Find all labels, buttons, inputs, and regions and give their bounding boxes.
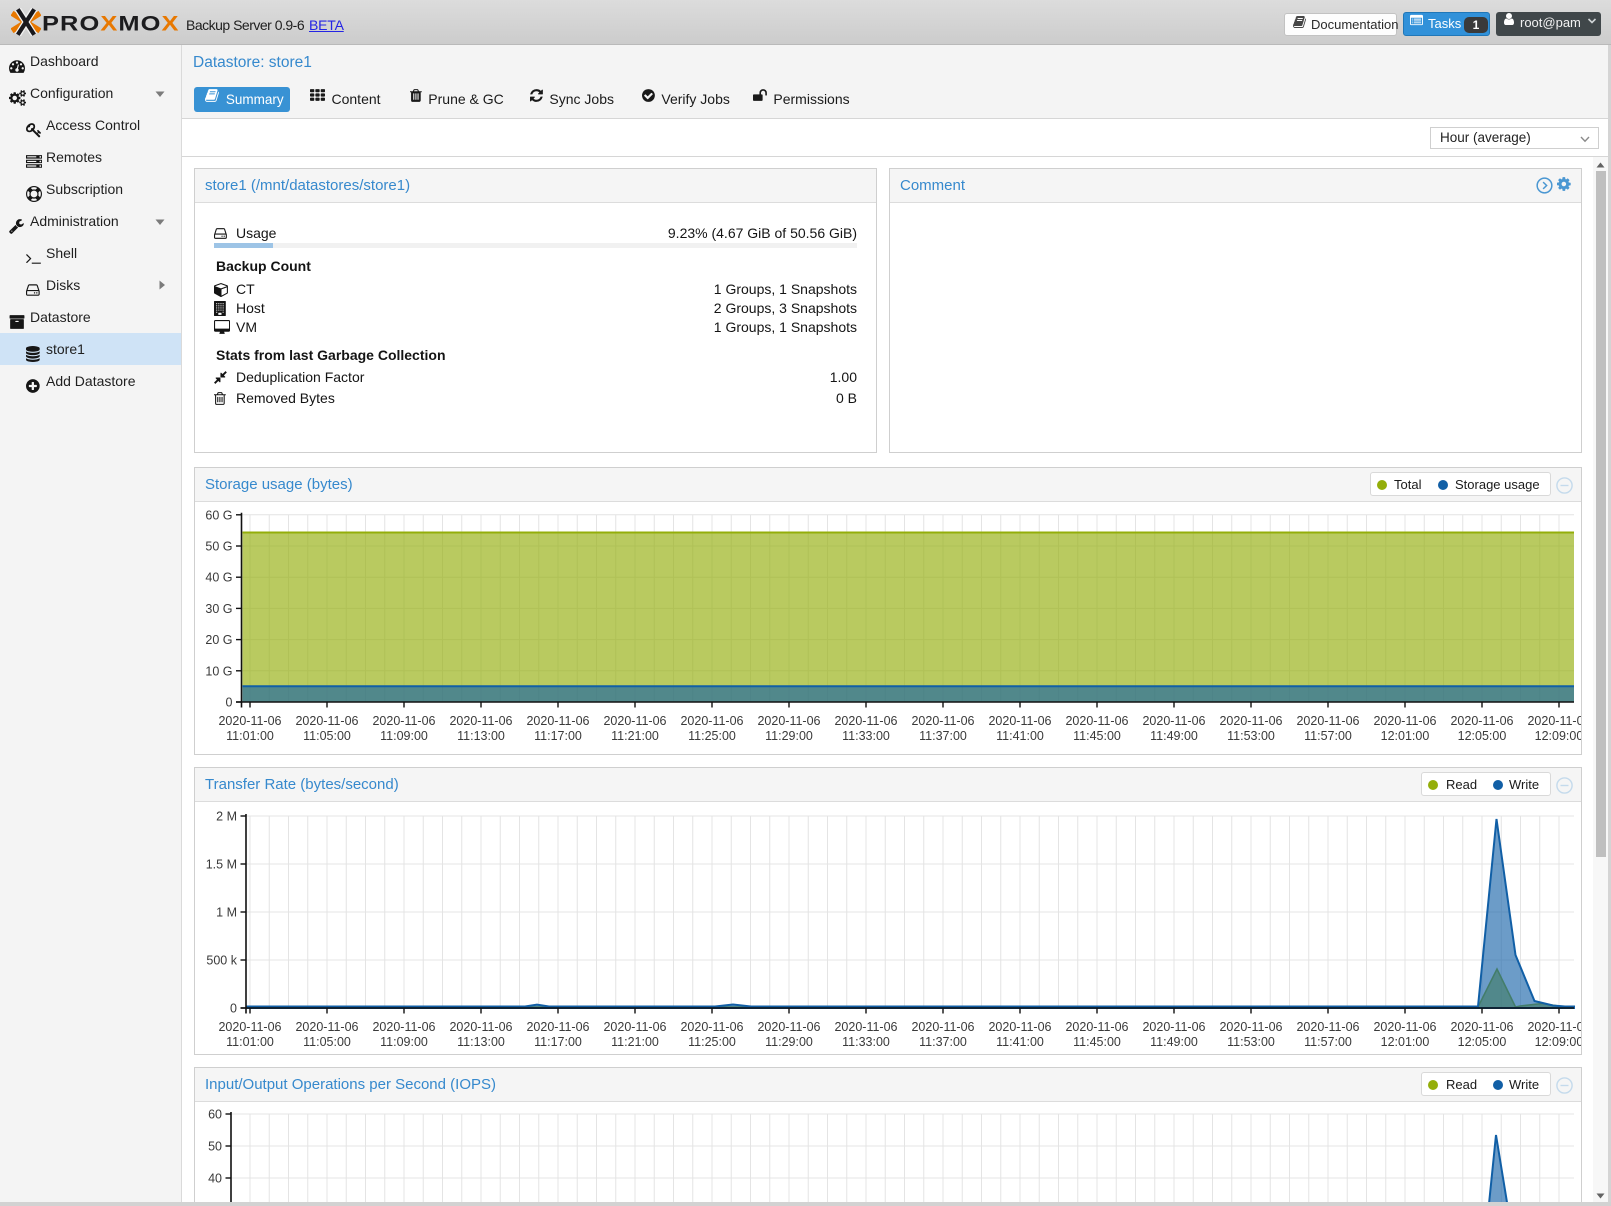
svg-text:2020-11-06: 2020-11-06 bbox=[988, 1020, 1051, 1034]
svg-text:2020-11-06: 2020-11-06 bbox=[680, 1020, 743, 1034]
svg-text:11:41:00: 11:41:00 bbox=[996, 1035, 1044, 1049]
svg-text:500 k: 500 k bbox=[206, 954, 237, 968]
svg-text:11:25:00: 11:25:00 bbox=[688, 729, 736, 743]
svg-text:11:33:00: 11:33:00 bbox=[842, 1035, 890, 1049]
svg-text:2020-11-06: 2020-11-06 bbox=[1142, 1020, 1205, 1034]
svg-text:2020-11-06: 2020-11-06 bbox=[1219, 1020, 1282, 1034]
svg-text:60: 60 bbox=[208, 1108, 222, 1122]
svg-text:2020-11-06: 2020-11-06 bbox=[757, 1020, 820, 1034]
svg-text:12:05:00: 12:05:00 bbox=[1458, 1035, 1507, 1049]
svg-text:2020-11-06: 2020-11-06 bbox=[757, 714, 820, 728]
svg-text:2020-11-06: 2020-11-06 bbox=[911, 714, 974, 728]
svg-text:11:05:00: 11:05:00 bbox=[303, 729, 351, 743]
svg-text:2020-11-06: 2020-11-06 bbox=[1373, 1020, 1436, 1034]
svg-text:11:21:00: 11:21:00 bbox=[611, 1035, 659, 1049]
svg-text:11:49:00: 11:49:00 bbox=[1150, 1035, 1198, 1049]
svg-text:11:09:00: 11:09:00 bbox=[380, 1035, 428, 1049]
svg-text:2020-11-06: 2020-11-06 bbox=[1373, 714, 1436, 728]
svg-text:11:13:00: 11:13:00 bbox=[457, 1035, 505, 1049]
svg-text:0: 0 bbox=[230, 1002, 237, 1016]
svg-text:2020-11-06: 2020-11-06 bbox=[526, 714, 589, 728]
svg-text:11:29:00: 11:29:00 bbox=[765, 729, 813, 743]
svg-text:2020-11-06: 2020-11-06 bbox=[295, 714, 358, 728]
svg-text:2020-11-06: 2020-11-06 bbox=[1065, 1020, 1128, 1034]
svg-text:2020-11-06: 2020-11-06 bbox=[1527, 1020, 1581, 1034]
svg-text:2020-11-06: 2020-11-06 bbox=[295, 1020, 358, 1034]
svg-text:2020-11-06: 2020-11-06 bbox=[449, 714, 512, 728]
svg-text:2020-11-06: 2020-11-06 bbox=[1142, 714, 1205, 728]
svg-text:11:01:00: 11:01:00 bbox=[226, 729, 274, 743]
svg-text:2020-11-06: 2020-11-06 bbox=[603, 714, 666, 728]
svg-text:12:01:00: 12:01:00 bbox=[1381, 1035, 1430, 1049]
svg-text:10 G: 10 G bbox=[205, 664, 232, 678]
svg-text:11:05:00: 11:05:00 bbox=[303, 1035, 351, 1049]
svg-text:2020-11-06: 2020-11-06 bbox=[988, 714, 1051, 728]
svg-text:11:49:00: 11:49:00 bbox=[1150, 729, 1198, 743]
svg-text:60 G: 60 G bbox=[205, 508, 232, 522]
svg-text:2020-11-06: 2020-11-06 bbox=[449, 1020, 512, 1034]
svg-text:12:09:00: 12:09:00 bbox=[1535, 1035, 1581, 1049]
svg-text:20 G: 20 G bbox=[205, 633, 232, 647]
svg-text:0: 0 bbox=[226, 696, 233, 710]
svg-text:11:01:00: 11:01:00 bbox=[226, 1035, 274, 1049]
svg-text:1.5 M: 1.5 M bbox=[206, 858, 237, 872]
svg-text:2020-11-06: 2020-11-06 bbox=[1296, 714, 1359, 728]
svg-text:11:33:00: 11:33:00 bbox=[842, 729, 890, 743]
svg-text:2020-11-06: 2020-11-06 bbox=[1065, 714, 1128, 728]
svg-text:2020-11-06: 2020-11-06 bbox=[911, 1020, 974, 1034]
svg-text:11:09:00: 11:09:00 bbox=[380, 729, 428, 743]
svg-text:2 M: 2 M bbox=[216, 810, 237, 824]
svg-text:2020-11-06: 2020-11-06 bbox=[1450, 1020, 1513, 1034]
svg-text:40 G: 40 G bbox=[205, 571, 232, 585]
svg-text:11:57:00: 11:57:00 bbox=[1304, 1035, 1352, 1049]
svg-text:11:37:00: 11:37:00 bbox=[919, 1035, 967, 1049]
svg-text:2020-11-06: 2020-11-06 bbox=[218, 714, 281, 728]
svg-text:11:57:00: 11:57:00 bbox=[1304, 729, 1352, 743]
svg-text:50: 50 bbox=[208, 1140, 222, 1154]
svg-text:12:05:00: 12:05:00 bbox=[1458, 729, 1507, 743]
svg-text:2020-11-06: 2020-11-06 bbox=[526, 1020, 589, 1034]
svg-text:2020-11-06: 2020-11-06 bbox=[1296, 1020, 1359, 1034]
svg-text:11:25:00: 11:25:00 bbox=[688, 1035, 736, 1049]
svg-text:11:53:00: 11:53:00 bbox=[1227, 729, 1275, 743]
svg-text:11:41:00: 11:41:00 bbox=[996, 729, 1044, 743]
svg-text:11:45:00: 11:45:00 bbox=[1073, 729, 1121, 743]
svg-text:11:17:00: 11:17:00 bbox=[534, 729, 582, 743]
svg-text:2020-11-06: 2020-11-06 bbox=[218, 1020, 281, 1034]
svg-text:30 G: 30 G bbox=[205, 602, 232, 616]
svg-text:12:01:00: 12:01:00 bbox=[1381, 729, 1430, 743]
svg-text:11:53:00: 11:53:00 bbox=[1227, 1035, 1275, 1049]
svg-text:40: 40 bbox=[208, 1172, 222, 1186]
svg-text:12:09:00: 12:09:00 bbox=[1535, 729, 1581, 743]
svg-text:11:21:00: 11:21:00 bbox=[611, 729, 659, 743]
svg-text:2020-11-06: 2020-11-06 bbox=[834, 714, 897, 728]
svg-text:11:13:00: 11:13:00 bbox=[457, 729, 505, 743]
svg-text:11:37:00: 11:37:00 bbox=[919, 729, 967, 743]
svg-text:11:29:00: 11:29:00 bbox=[765, 1035, 813, 1049]
svg-text:2020-11-06: 2020-11-06 bbox=[603, 1020, 666, 1034]
svg-text:1 M: 1 M bbox=[216, 906, 237, 920]
svg-text:2020-11-06: 2020-11-06 bbox=[834, 1020, 897, 1034]
svg-text:2020-11-06: 2020-11-06 bbox=[372, 1020, 435, 1034]
svg-text:2020-11-06: 2020-11-06 bbox=[1219, 714, 1282, 728]
svg-text:2020-11-06: 2020-11-06 bbox=[1527, 714, 1581, 728]
svg-text:2020-11-06: 2020-11-06 bbox=[1450, 714, 1513, 728]
svg-text:11:17:00: 11:17:00 bbox=[534, 1035, 582, 1049]
svg-text:11:45:00: 11:45:00 bbox=[1073, 1035, 1121, 1049]
svg-text:2020-11-06: 2020-11-06 bbox=[680, 714, 743, 728]
svg-text:2020-11-06: 2020-11-06 bbox=[372, 714, 435, 728]
svg-text:50 G: 50 G bbox=[205, 540, 232, 554]
